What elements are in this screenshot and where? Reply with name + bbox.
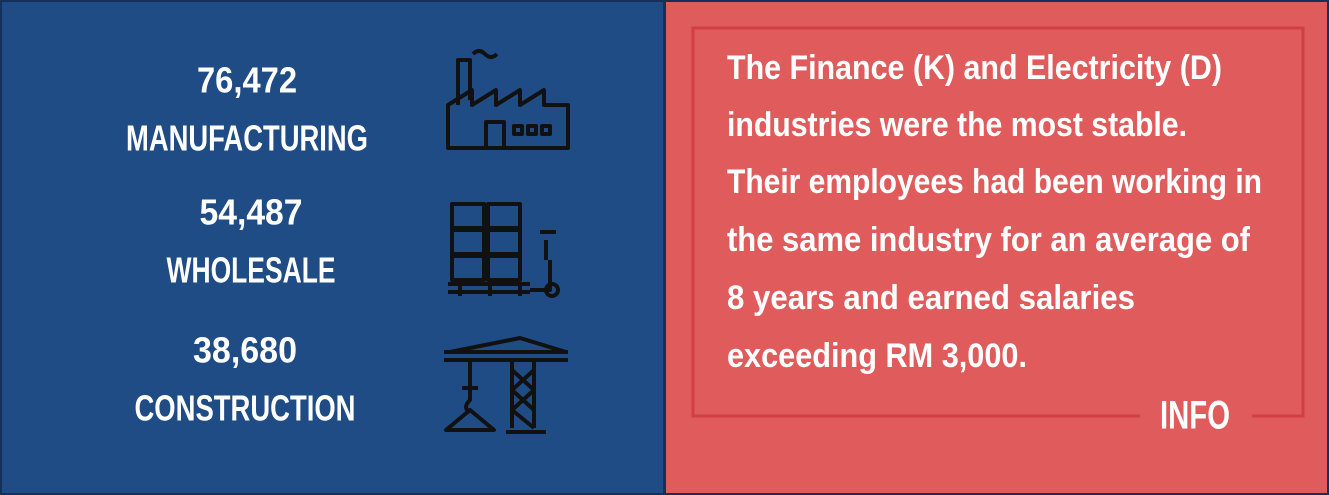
crane-icon <box>444 336 568 434</box>
stat-label: WHOLESALE <box>167 250 336 291</box>
info-frame <box>691 26 1305 418</box>
stat-value: 38,680 <box>193 330 297 371</box>
stats-panel <box>0 0 665 495</box>
stat-label: CONSTRUCTION <box>135 388 356 429</box>
pallet-icon <box>448 202 560 298</box>
stat-label: MANUFACTURING <box>126 118 368 159</box>
factory-icon <box>446 49 570 150</box>
info-line: the same industry for an average of <box>727 221 1251 259</box>
info-line: 8 years and earned salaries <box>727 279 1135 317</box>
info-panel <box>664 0 1329 495</box>
info-line: Their employees had been working in <box>727 163 1262 201</box>
info-tag: INFO <box>1160 394 1230 438</box>
info-line: The Finance (K) and Electricity (D) <box>727 49 1222 87</box>
info-line: industries were the most stable. <box>727 106 1187 144</box>
stat-value: 54,487 <box>200 192 303 233</box>
info-line: exceeding RM 3,000. <box>727 337 1027 375</box>
stat-value: 76,472 <box>197 60 297 101</box>
